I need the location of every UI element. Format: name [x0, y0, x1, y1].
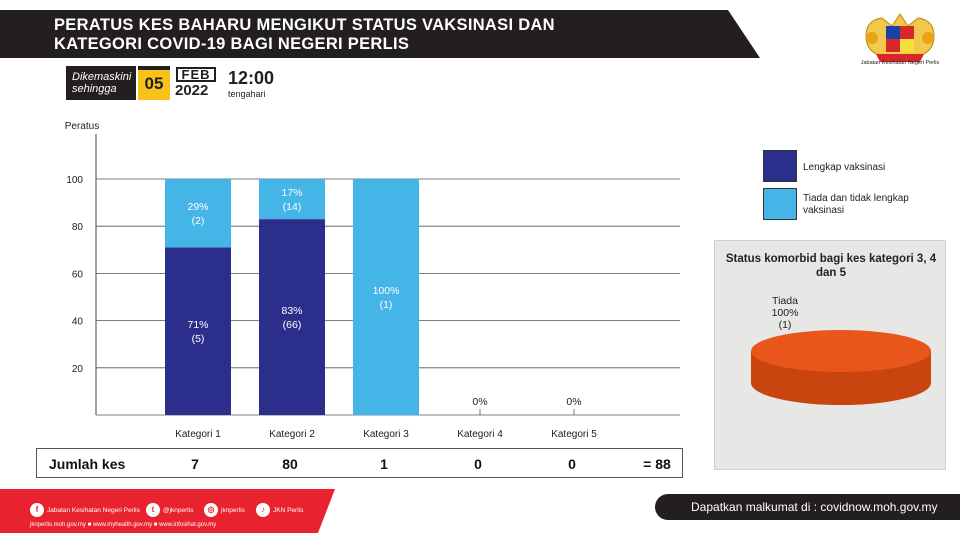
total-kategori-4: 0 — [474, 456, 482, 472]
comorbid-panel: Status komorbid bagi kes kategori 3, 4 d… — [714, 240, 946, 470]
crest-caption: Jabatan Kesihatan Negeri Perlis — [860, 60, 940, 66]
comorbid-pie — [751, 330, 931, 405]
comorbid-title: Status komorbid bagi kes kategori 3, 4 d… — [725, 253, 937, 279]
updated-label: Dikemaskini sehingga — [66, 66, 136, 100]
bar-incomplete-cat2 — [259, 179, 325, 220]
pie-label: Tiada 100% (1) — [771, 295, 799, 331]
update-time: 12:00 — [228, 68, 275, 88]
x-tick-label-cat3: Kategori 3 — [363, 429, 409, 440]
bar-incomplete-cat3 — [353, 179, 419, 415]
y-tick-label-40: 40 — [72, 317, 84, 328]
data-label-empty-cat4: 0% — [472, 396, 487, 408]
tiktok-icon: ♪ — [256, 503, 270, 518]
data-label-pct-s2-cat2: 17% — [281, 187, 302, 199]
update-month: FEB — [176, 67, 216, 82]
bar-complete-cat1 — [165, 247, 231, 415]
twitter-link[interactable]: t @jknperlis — [146, 503, 193, 519]
data-label-pct-s2-cat3: 100% — [373, 285, 400, 297]
y-tick-label-60: 60 — [72, 269, 84, 280]
footer-info-bar: Dapatkan malkumat di : covidnow.moh.gov.… — [655, 494, 960, 520]
instagram-link[interactable]: ◎ jknperlis — [204, 503, 245, 519]
grand-total: = 88 — [643, 456, 671, 472]
x-tick-label-cat4: Kategori 4 — [457, 429, 503, 440]
data-label-count-s2-cat1: (2) — [192, 215, 205, 227]
footer-links[interactable]: jknperlis.moh.gov.my ■ www.myhealth.gov.… — [30, 522, 217, 528]
twitter-icon: t — [146, 503, 160, 518]
coat-of-arms-logo — [865, 13, 935, 62]
tiktok-link[interactable]: ♪ JKN Perlis — [256, 503, 303, 519]
footer-social-bar — [0, 489, 335, 533]
totals-row: Jumlah kes 7 80 1 0 0 = 88 — [36, 448, 683, 478]
y-tick-label-80: 80 — [72, 222, 84, 233]
facebook-link[interactable]: f Jabatan Kesihatan Negeri Perlis — [30, 503, 140, 519]
data-label-count-s1-cat2: (66) — [283, 319, 302, 331]
info-text[interactable]: Dapatkan malkumat di : covidnow.moh.gov.… — [691, 500, 938, 514]
page-title-line1: PERATUS KES BAHARU MENGIKUT STATUS VAKSI… — [54, 16, 555, 34]
legend-swatch-incomplete — [763, 188, 797, 220]
legend-swatch-complete — [763, 150, 797, 182]
data-label-count-s2-cat3: (1) — [380, 299, 393, 311]
totals-label: Jumlah kes — [49, 456, 126, 472]
total-kategori-1: 7 — [191, 456, 199, 472]
update-time-note: tengahari — [228, 89, 266, 99]
update-year: 2022 — [175, 82, 209, 99]
bar-incomplete-cat1 — [165, 179, 231, 248]
stacked-bar-chart: Peratus 20 40 60 80 100 71% (5) 29% (2) Kategori 1… — [65, 121, 680, 440]
y-tick-label-100: 100 — [66, 175, 83, 186]
x-tick-label-cat2: Kategori 2 — [269, 429, 315, 440]
total-kategori-5: 0 — [568, 456, 576, 472]
instagram-icon: ◎ — [204, 503, 218, 518]
title-banner — [0, 10, 760, 58]
data-label-count-s2-cat2: (14) — [283, 201, 302, 213]
update-day: 05 — [138, 66, 170, 100]
total-kategori-2: 80 — [282, 456, 298, 472]
data-label-pct-s1-cat2: 83% — [281, 305, 302, 317]
x-tick-label-cat1: Kategori 1 — [175, 429, 221, 440]
data-label-pct-s2-cat1: 29% — [187, 201, 208, 213]
pie-slice-tiada — [751, 330, 931, 372]
bar-complete-cat2 — [259, 219, 325, 415]
data-label-pct-s1-cat1: 71% — [187, 319, 208, 331]
page-title-line2: KATEGORI COVID-19 BAGI NEGERI PERLIS — [54, 35, 410, 53]
data-label-count-s1-cat1: (5) — [192, 333, 205, 345]
total-kategori-3: 1 — [380, 456, 388, 472]
y-axis-label: Peratus — [65, 121, 99, 132]
x-tick-label-cat5: Kategori 5 — [551, 429, 597, 440]
y-tick-label-20: 20 — [72, 364, 84, 375]
facebook-icon: f — [30, 503, 44, 518]
data-label-empty-cat5: 0% — [566, 396, 581, 408]
legend-label-incomplete: Tiada dan tidak lengkap vaksinasi — [803, 193, 909, 216]
legend-label-complete: Lengkap vaksinasi — [803, 162, 886, 173]
